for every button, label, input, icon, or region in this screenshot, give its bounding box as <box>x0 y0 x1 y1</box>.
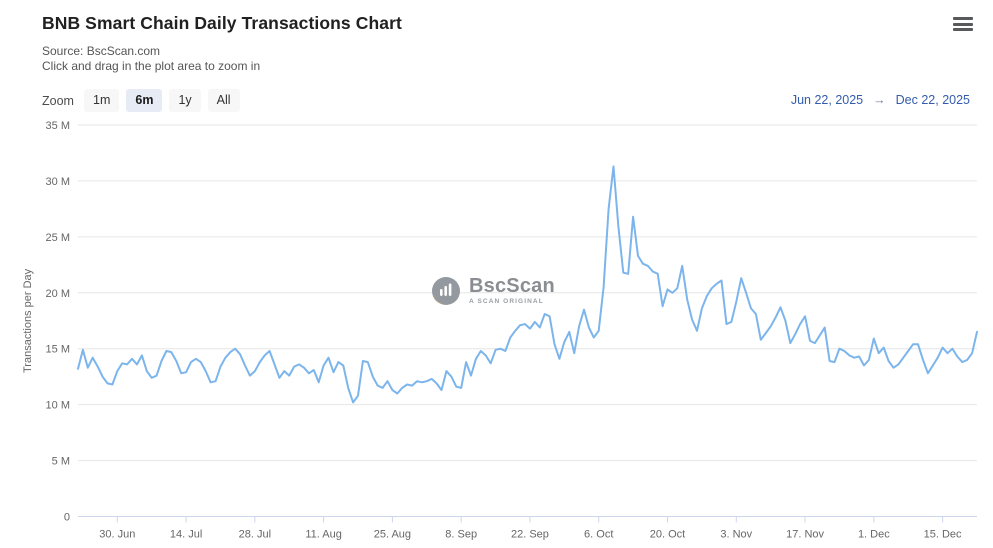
arrow-right-icon: → <box>873 93 886 107</box>
chart-source-subtitle: Source: BscScan.com <box>42 44 161 58</box>
y-axis-label: 10 M <box>46 400 70 412</box>
zoom-range-button-all[interactable]: All <box>207 89 240 112</box>
y-axis-label: 0 <box>64 512 70 524</box>
x-axis-label: 11. Aug <box>305 529 342 541</box>
x-axis-label: 20. Oct <box>650 529 685 541</box>
x-axis-label: 14. Jul <box>170 529 202 541</box>
watermark: BscScan A Scan Original <box>431 276 555 306</box>
chart-hint-subtitle: Click and drag in the plot area to zoom … <box>42 59 261 73</box>
date-range-to[interactable]: Dec 22, 2025 <box>895 93 970 107</box>
y-axis-label: 20 M <box>46 288 70 300</box>
zoom-label: Zoom <box>42 94 74 108</box>
x-axis-label: 28. Jul <box>239 529 271 541</box>
x-axis-label: 6. Oct <box>584 529 613 541</box>
zoom-range-button-6m[interactable]: 6m <box>126 89 163 112</box>
bscscan-logo-icon <box>432 277 460 305</box>
y-axis-label: 5 M <box>52 456 70 468</box>
x-axis-label: 15. Dec <box>924 529 962 541</box>
x-axis-label: 8. Sep <box>445 529 477 541</box>
x-axis-label: 1. Dec <box>858 529 890 541</box>
y-axis-label: 15 M <box>46 344 70 356</box>
zoom-range-button-1m[interactable]: 1m <box>84 89 120 112</box>
x-axis-label: 25. Aug <box>374 529 411 541</box>
watermark-tagline: A Scan Original <box>469 298 544 306</box>
hamburger-menu-icon[interactable] <box>953 17 973 31</box>
y-axis-label: 30 M <box>46 176 70 188</box>
watermark-name: BscScan <box>469 275 555 298</box>
date-range-selector: Jun 22, 2025 → Dec 22, 2025 <box>791 93 970 107</box>
page-title: BNB Smart Chain Daily Transactions Chart <box>42 13 402 33</box>
x-axis-label: 30. Jun <box>99 529 135 541</box>
series-line <box>77 165 978 404</box>
x-axis-label: 22. Sep <box>511 529 549 541</box>
y-axis-label: 25 M <box>46 232 70 244</box>
x-axis-label: 17. Nov <box>786 529 824 541</box>
y-axis-label: 35 M <box>46 120 70 132</box>
date-range-from[interactable]: Jun 22, 2025 <box>790 93 864 107</box>
x-axis-label: 3. Nov <box>720 529 752 541</box>
zoom-range-buttons: 1m 6m 1y All <box>84 89 240 112</box>
zoom-range-button-1y[interactable]: 1y <box>169 89 201 112</box>
